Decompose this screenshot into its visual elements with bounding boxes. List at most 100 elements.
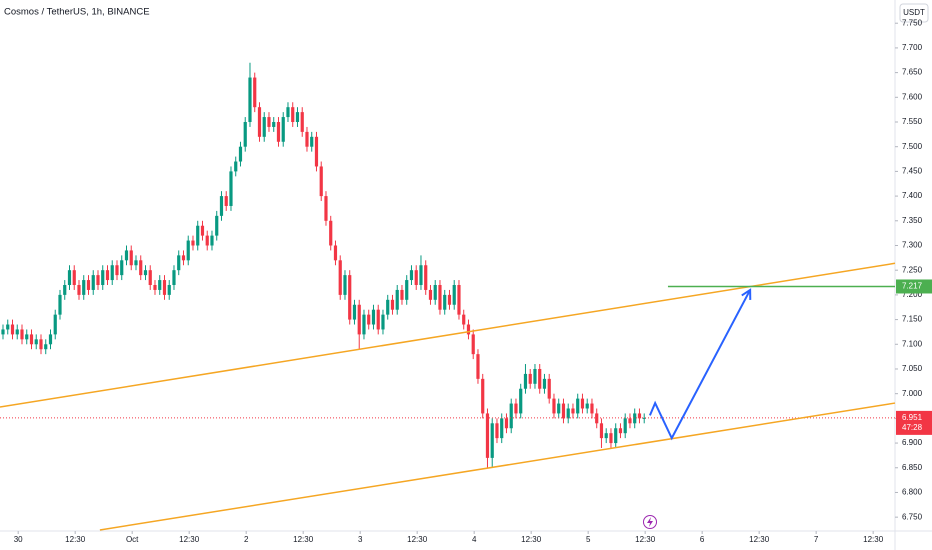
candle-body [1,329,5,335]
projection-path [648,289,752,441]
x-tick-label: 2 [244,535,249,544]
y-tick-label: 7.550 [902,117,923,126]
candle-body [386,299,390,315]
candle-body [253,77,257,108]
candle-body [528,373,532,384]
x-tick-label: 12:30 [65,535,86,544]
candle-body [419,265,423,286]
currency-label[interactable]: USDT [903,8,925,17]
candle-body [471,334,475,355]
chart-title: Cosmos / TetherUS, 1h, BINANCE [4,7,150,18]
candle-body [390,299,395,310]
candle-body [286,107,290,118]
candle-body [504,418,509,429]
trendline [99,402,896,531]
candle-body [15,329,19,335]
candle-body [348,275,352,320]
candle-body [618,428,623,434]
candle-body [281,117,285,142]
candle-body [34,339,38,345]
x-tick-label: 7 [814,535,819,544]
x-tick-label: 3 [358,535,363,544]
candle-body [642,417,646,419]
y-tick-label: 7.050 [902,364,923,373]
candle-body [357,304,361,335]
x-tick-label: 12:30 [293,535,314,544]
candle-body [300,112,304,132]
y-tick-label: 7.350 [902,216,923,225]
candle-body [25,334,29,340]
candle-body [571,408,575,414]
candle-body [462,314,466,325]
y-tick-label: 7.400 [902,191,923,200]
y-tick-label: 6.850 [902,463,923,472]
candle-body [6,324,10,330]
projection-arrowhead [741,288,752,300]
y-tick-label: 7.450 [902,167,923,176]
candle-body [476,354,480,379]
candle-body [172,270,176,286]
candle-body [595,413,599,424]
candle-body [333,245,338,261]
candle-body [405,280,409,300]
candle-body [205,235,209,246]
candle-body [86,280,91,290]
candle-body [310,136,314,147]
candle-body [53,314,57,335]
candle-body [124,250,129,261]
y-tick-label: 7.650 [902,68,923,77]
candle-body [305,131,309,147]
candle-body [424,265,428,290]
candle-body [134,260,138,266]
candle-body [604,433,608,439]
candle-body [509,403,513,429]
candle-body [63,285,67,295]
level-badge-label: 7.217 [902,282,923,291]
currency-button[interactable] [899,3,929,23]
candle-body [200,225,205,236]
candle-body [291,107,295,123]
level-badge [896,279,932,294]
candle-body [295,112,300,123]
candle-body [633,413,637,424]
candle-body [196,225,200,246]
candle-body [153,285,157,290]
candle-body [538,368,542,389]
candle-body [628,418,632,424]
candle-body [10,324,15,335]
candle-body [224,196,228,206]
candle-body [29,334,34,345]
y-tick-label: 7.200 [902,290,923,299]
candle-body [319,166,323,197]
candle-body [414,270,418,286]
candle-body [177,255,181,271]
candle-body [576,398,580,414]
x-tick-label: 12:30 [179,535,200,544]
candle-body [566,408,570,419]
candle-body [215,215,219,236]
candle-body [162,280,167,295]
candle-body [367,314,371,325]
candle-body [438,285,442,310]
candle-body [186,240,190,261]
candle-body [623,418,627,434]
candle-body [580,398,585,409]
candle-body [400,289,404,300]
x-tick-label: 12:30 [749,535,770,544]
candle-body [243,122,247,147]
x-tick-label: 12:30 [635,535,656,544]
candle-body [191,240,195,246]
candle-body [20,329,24,340]
candle-body [115,265,119,276]
candle-body [514,403,518,414]
candle-body [452,285,456,305]
candle-body [238,146,243,162]
candle-body [120,260,124,276]
last-price-label: 6.951 [902,413,923,422]
candle-body [58,294,62,315]
candle-body [77,285,81,295]
y-tick-label: 7.100 [902,339,923,348]
candle-body [96,275,100,286]
